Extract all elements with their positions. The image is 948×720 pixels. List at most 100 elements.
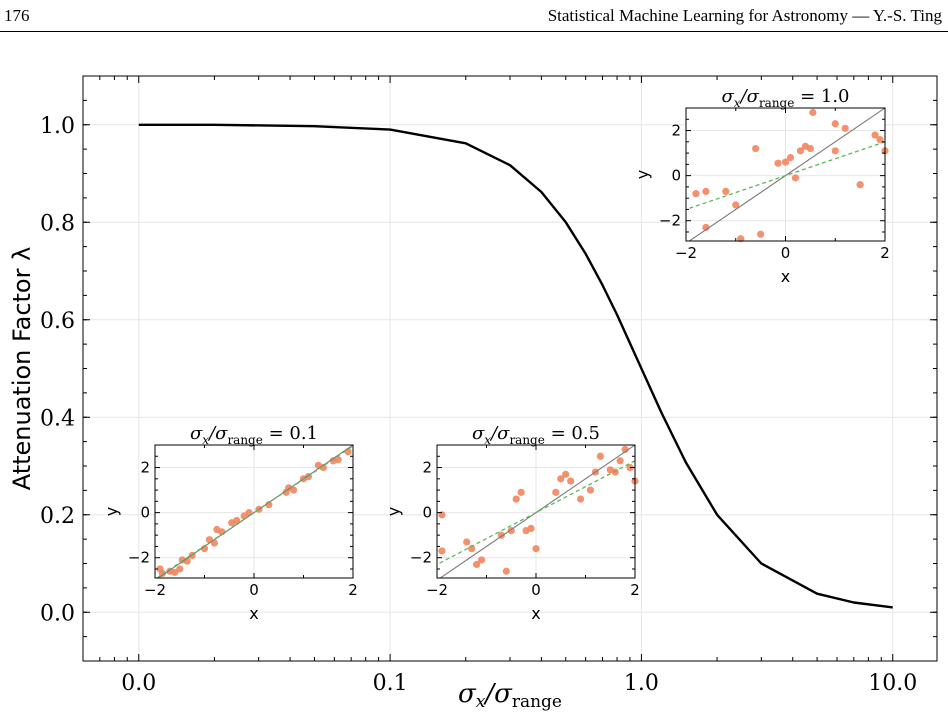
data-point	[200, 545, 209, 553]
inset-plot: −2 0 2 −2 0 2 x y σx/σrange = 0.5	[384, 423, 640, 623]
data-point	[562, 470, 570, 478]
inset-title: σx/σrange = 0.1	[190, 423, 318, 447]
data-point	[265, 501, 273, 509]
data-point	[334, 456, 342, 464]
data-point	[876, 135, 884, 144]
data-point	[841, 124, 849, 132]
data-point	[781, 158, 790, 166]
x-axis-label: σx/σrange	[458, 679, 562, 712]
inset-x-tick-label: 0	[531, 581, 541, 599]
data-point	[473, 560, 481, 569]
inset-y-tick-label: 2	[140, 459, 150, 477]
inset-y-tick-label: 0	[671, 167, 681, 185]
inset-x-tick-label: 2	[880, 244, 890, 262]
data-point	[856, 181, 864, 189]
y-axis-label: Attenuation Factor λ	[8, 247, 36, 491]
y-tick-label: 0.0	[40, 601, 75, 626]
attenuation-curve	[138, 123, 893, 609]
page-header: 176 Statistical Machine Learning for Ast…	[0, 0, 948, 34]
data-point	[532, 545, 540, 553]
data-point	[786, 153, 795, 162]
inset-y-tick-label: 2	[671, 122, 681, 140]
inset-y-axis-label: y	[633, 170, 652, 179]
x-tick-label: 10.0	[868, 671, 917, 696]
data-point	[319, 463, 327, 472]
inset-y-axis-label: y	[384, 507, 403, 516]
data-point	[344, 448, 352, 456]
data-point	[596, 452, 604, 460]
data-point	[774, 159, 782, 167]
inset-y-tick-label: −2	[659, 212, 681, 230]
inset-y-tick-label: 0	[140, 504, 150, 522]
inset-title: σx/σrange = 0.5	[472, 423, 600, 447]
inset-plot: −2 0 2 −2 0 2 x y σx/σrange = 1.0	[633, 86, 890, 286]
data-point	[796, 147, 805, 155]
y-tick-label: 0.6	[40, 309, 75, 334]
inset-x-axis-label: x	[781, 267, 790, 286]
fitted-line	[155, 445, 353, 578]
header-rule	[0, 31, 948, 32]
data-point	[176, 565, 184, 573]
data-point	[809, 108, 817, 117]
inset-title: σx/σrange = 1.0	[722, 86, 850, 110]
inset-x-tick-label: 0	[781, 244, 791, 262]
data-point	[757, 230, 765, 238]
data-point	[463, 538, 471, 546]
inset-x-tick-label: −2	[426, 581, 448, 599]
inset-x-axis-label: x	[249, 604, 258, 623]
data-point	[502, 567, 510, 575]
inset-y-tick-label: 2	[422, 459, 432, 477]
data-point	[527, 524, 535, 533]
running-title: Statistical Machine Learning for Astrono…	[547, 6, 942, 25]
data-point	[557, 475, 565, 483]
x-tick-label: 0.1	[373, 671, 408, 696]
data-point	[621, 445, 629, 454]
data-point	[831, 147, 839, 155]
inset-y-tick-label: −2	[128, 549, 150, 567]
data-point	[702, 223, 710, 232]
data-point	[871, 131, 879, 139]
data-point	[468, 545, 476, 553]
data-point	[576, 495, 585, 503]
data-point	[552, 488, 560, 496]
inset-y-tick-label: 0	[422, 504, 432, 522]
x-tick-label: 1.0	[624, 671, 659, 696]
inset-y-tick-label: −2	[410, 549, 432, 567]
data-point	[692, 190, 700, 198]
data-point	[477, 556, 486, 564]
y-tick-label: 0.8	[40, 211, 75, 236]
data-point	[806, 144, 814, 153]
data-point	[616, 457, 624, 465]
data-point	[517, 488, 525, 496]
fitted-line	[437, 460, 635, 566]
inset-x-tick-label: −2	[144, 581, 166, 599]
y-tick-label: 0.4	[40, 406, 75, 431]
y-tick-label: 0.2	[40, 504, 75, 529]
inset-x-tick-label: 0	[249, 581, 259, 599]
inset-y-axis-label: y	[102, 507, 121, 516]
page-number: 176	[4, 6, 30, 25]
data-point	[752, 144, 760, 153]
inset-x-tick-label: 2	[630, 581, 640, 599]
inset-x-axis-label: x	[531, 604, 540, 623]
data-point	[290, 486, 298, 494]
data-point	[567, 477, 575, 485]
data-point	[722, 187, 730, 196]
data-point	[438, 547, 446, 555]
data-point	[732, 201, 740, 209]
data-point	[702, 187, 710, 196]
data-point	[586, 486, 595, 494]
y-tick-label: 1.0	[40, 114, 75, 139]
fitted-line	[686, 141, 885, 211]
data-point	[245, 509, 253, 517]
x-tick-label: 0.0	[121, 671, 156, 696]
data-point	[158, 569, 167, 578]
inset-x-tick-label: −2	[675, 244, 697, 262]
data-point	[831, 120, 839, 128]
data-point	[512, 495, 520, 503]
inset-plot: −2 0 2 −2 0 2 x y σx/σrange = 0.1	[102, 423, 358, 623]
data-point	[791, 174, 800, 182]
data-point	[611, 468, 619, 476]
inset-x-tick-label: 2	[348, 581, 358, 599]
